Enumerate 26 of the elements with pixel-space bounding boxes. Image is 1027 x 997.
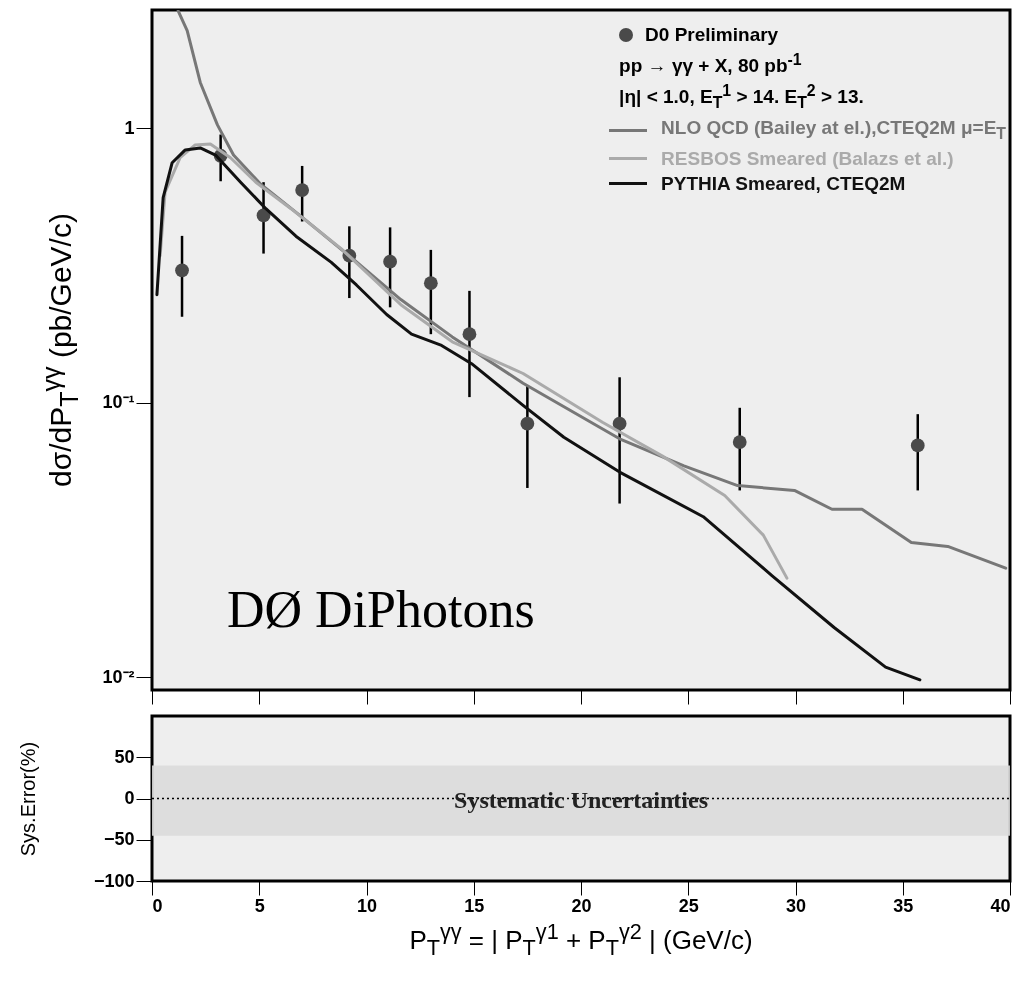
text: P$_{T}$$^{γγ}$ = | P$_{T}$$^{γ1}$ + P$_{T}$$^{γ2}$ | (GeV/c) (409, 919, 753, 960)
x-tick-label: 10 (356, 895, 378, 916)
y-tick-label: −50 (103, 829, 135, 850)
y-tick-label: 1 (124, 117, 135, 138)
annotation: pp → γγ + X, 80 pb$^{-1}$ (618, 50, 803, 79)
y-tick-label: −100 (93, 870, 135, 891)
legend-label: D0 Preliminary (645, 23, 779, 47)
legend-label: PYTHIA Smeared, CTEQ2M (661, 172, 906, 197)
y-tick-label: 10⁻¹ (102, 392, 135, 413)
legend-label: RESBOS Smeared (Balazs et al.) (661, 147, 954, 172)
x-tick-label: 15 (464, 895, 485, 916)
x-tick-label: 20 (571, 895, 592, 916)
legend-label: NLO QCD (Bailey at el.),CTEQ2M μ=E$_{T}$ (661, 116, 1006, 145)
y-axis-title: Sys.Error(%) (16, 741, 40, 856)
x-tick-label: 25 (678, 895, 699, 916)
y-tick-label: 50 (114, 746, 135, 767)
x-tick-label: 40 (990, 895, 1011, 916)
band-label: Systematic Uncertainties (454, 786, 708, 813)
x-tick-label: 5 (254, 895, 265, 916)
y-tick-label: 0 (124, 788, 135, 808)
x-tick-label: 30 (785, 895, 807, 916)
x-tick-label: 0 (152, 895, 163, 916)
annotation: DØ DiPhotons (227, 580, 535, 639)
y-tick-label: 10⁻² (102, 666, 135, 687)
annotation: |η| < 1.0, E$_{T}$$^{1}$ > 14. E$_{T}$$^{2}$ > 13. (618, 81, 865, 114)
x-tick-label: 35 (893, 895, 914, 916)
